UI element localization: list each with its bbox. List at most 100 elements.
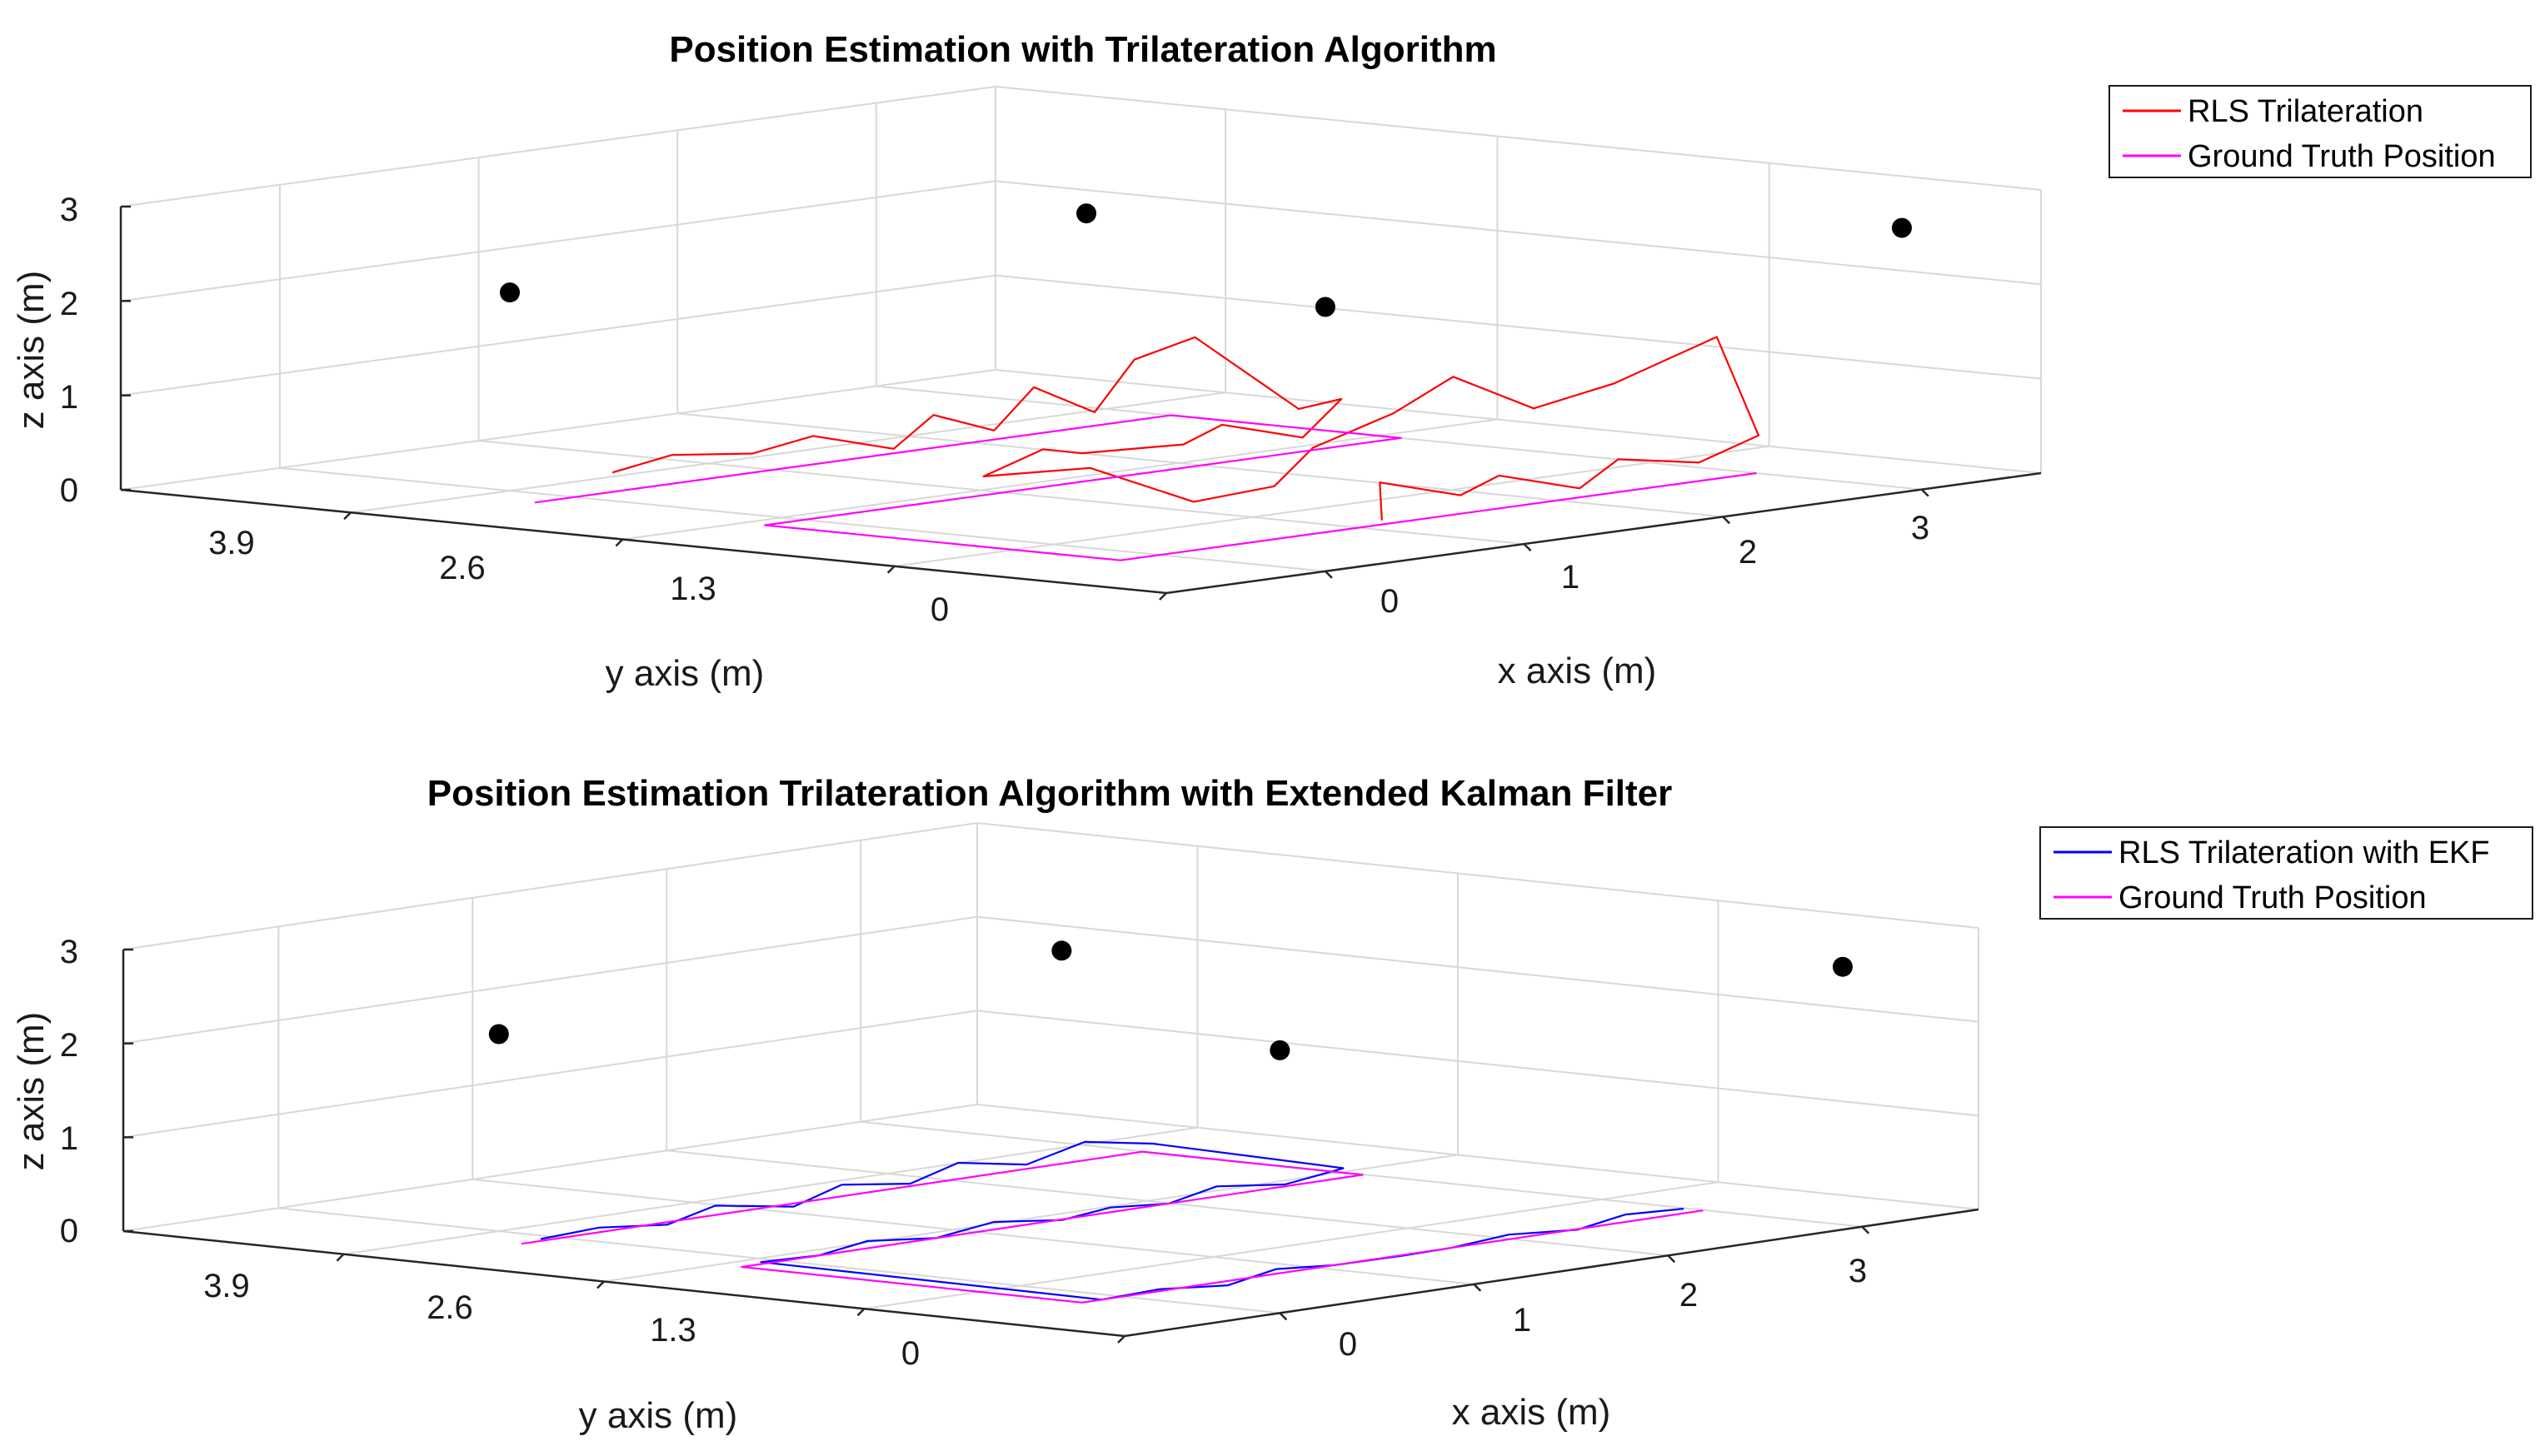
gridline bbox=[976, 822, 1979, 929]
plot-title: Position Estimation with Trilateration A… bbox=[669, 29, 1496, 70]
gridline bbox=[894, 445, 1769, 567]
y-tick-mark bbox=[343, 511, 352, 521]
gridline bbox=[976, 1104, 1979, 1210]
y-tick-label: 1.3 bbox=[650, 1312, 696, 1349]
gridline bbox=[343, 1126, 1198, 1255]
y-axis-label: y axis (m) bbox=[579, 1395, 738, 1436]
series bbox=[534, 336, 1760, 561]
series-line bbox=[611, 336, 1760, 521]
y-tick-mark bbox=[596, 1280, 605, 1289]
gridline bbox=[976, 1010, 1979, 1117]
series-line bbox=[534, 414, 1757, 561]
anchor-point bbox=[1076, 203, 1097, 224]
gridline bbox=[120, 274, 996, 396]
x-axis-line bbox=[1124, 1208, 1979, 1338]
gridline bbox=[122, 822, 978, 950]
x-axis-label: x axis (m) bbox=[1452, 1392, 1611, 1433]
legend-entry: Ground Truth Position bbox=[2118, 880, 2427, 915]
y-tick-mark bbox=[1117, 1335, 1125, 1344]
z-tick-label: 3 bbox=[60, 192, 78, 228]
y-tick-mark bbox=[336, 1253, 345, 1262]
z-tick-label: 2 bbox=[60, 286, 78, 322]
legend-entry: RLS Trilateration bbox=[2188, 94, 2423, 129]
gridline bbox=[995, 274, 2042, 380]
y-tick-mark bbox=[856, 1308, 866, 1317]
legend[interactable]: RLS Trilateration with EKF Ground Truth … bbox=[2039, 826, 2533, 920]
x-tick-label: 0 bbox=[1339, 1326, 1357, 1363]
y-axis-line bbox=[120, 488, 1167, 595]
x-tick-mark bbox=[1861, 1225, 1870, 1234]
y-axis-line bbox=[122, 1229, 1125, 1338]
y-tick-mark bbox=[615, 538, 624, 547]
x-tick-mark bbox=[1920, 488, 1929, 497]
y-tick-label: 0 bbox=[901, 1335, 920, 1372]
x-axis-line bbox=[1165, 471, 2042, 595]
gridline bbox=[622, 418, 1498, 541]
series-line bbox=[540, 1140, 1684, 1301]
anchor-point bbox=[1270, 1040, 1290, 1060]
anchors bbox=[500, 203, 1912, 317]
x-tick-mark bbox=[1667, 1254, 1676, 1264]
y-tick-mark bbox=[886, 565, 896, 574]
gridline bbox=[122, 1010, 978, 1139]
series bbox=[521, 1140, 1704, 1304]
legend-box bbox=[2039, 826, 2533, 920]
plot-bottom: Position Estimation Trilateration Algori… bbox=[11, 773, 2533, 1436]
y-tick-label: 0 bbox=[931, 591, 949, 628]
y-tick-mark bbox=[1159, 592, 1167, 601]
x-tick-label: 3 bbox=[1911, 510, 1929, 546]
x-tick-mark bbox=[1473, 1283, 1482, 1292]
y-tick-label: 1.3 bbox=[670, 571, 716, 607]
axes bbox=[119, 205, 2042, 601]
gridline bbox=[120, 369, 996, 491]
y-axis-label: y axis (m) bbox=[606, 653, 765, 694]
grid bbox=[120, 86, 2042, 594]
x-tick-label: 3 bbox=[1849, 1253, 1867, 1289]
z-tick-label: 0 bbox=[60, 1213, 78, 1249]
gridline bbox=[122, 1104, 978, 1232]
legend[interactable]: RLS Trilateration Ground Truth Position bbox=[2108, 85, 2532, 178]
z-tick-label: 1 bbox=[60, 379, 78, 416]
y-tick-label: 2.6 bbox=[439, 550, 486, 586]
x-tick-label: 2 bbox=[1739, 534, 1757, 571]
z-tick-label: 1 bbox=[60, 1120, 78, 1157]
series-line bbox=[521, 1150, 1704, 1304]
y-tick-label: 3.9 bbox=[208, 525, 255, 561]
anchors bbox=[488, 940, 1853, 1060]
gridline bbox=[120, 86, 996, 207]
gridline bbox=[995, 180, 2042, 286]
y-tick-label: 2.6 bbox=[427, 1289, 473, 1326]
x-axis-label: x axis (m) bbox=[1498, 651, 1657, 691]
z-axis-label: z axis (m) bbox=[11, 271, 52, 430]
gridline bbox=[603, 1154, 1459, 1283]
tick-labels: 0 1 2 3 3.9 2.6 1.3 0 0 1 2 3 bbox=[60, 192, 1929, 628]
y-tick-label: 3.9 bbox=[203, 1268, 250, 1304]
legend-entry: RLS Trilateration with EKF bbox=[2118, 835, 2490, 870]
x-tick-mark bbox=[1523, 543, 1532, 551]
plot-top: Position Estimation with Trilateration A… bbox=[11, 29, 2532, 694]
legend-entry: Ground Truth Position bbox=[2188, 139, 2496, 174]
legend-box bbox=[2108, 85, 2532, 178]
anchor-point bbox=[1891, 217, 1912, 238]
x-tick-label: 1 bbox=[1561, 559, 1579, 596]
grid bbox=[122, 822, 1979, 1337]
anchor-point bbox=[1051, 940, 1072, 961]
x-tick-mark bbox=[1279, 1312, 1288, 1321]
anchor-point bbox=[500, 282, 521, 303]
gridline bbox=[995, 86, 2042, 191]
gridline bbox=[120, 180, 996, 302]
axes bbox=[122, 948, 1979, 1344]
x-tick-mark bbox=[1722, 516, 1731, 525]
z-tick-label: 0 bbox=[60, 472, 78, 509]
plot-title: Position Estimation Trilateration Algori… bbox=[427, 773, 1673, 814]
gridline bbox=[995, 369, 2042, 474]
anchor-point bbox=[488, 1024, 509, 1045]
gridline bbox=[122, 915, 978, 1045]
gridline bbox=[864, 1181, 1719, 1310]
z-tick-label: 2 bbox=[60, 1027, 78, 1064]
x-tick-label: 0 bbox=[1380, 583, 1399, 620]
anchor-point bbox=[1315, 297, 1335, 317]
x-tick-label: 1 bbox=[1513, 1302, 1531, 1339]
z-tick-label: 3 bbox=[60, 934, 78, 970]
